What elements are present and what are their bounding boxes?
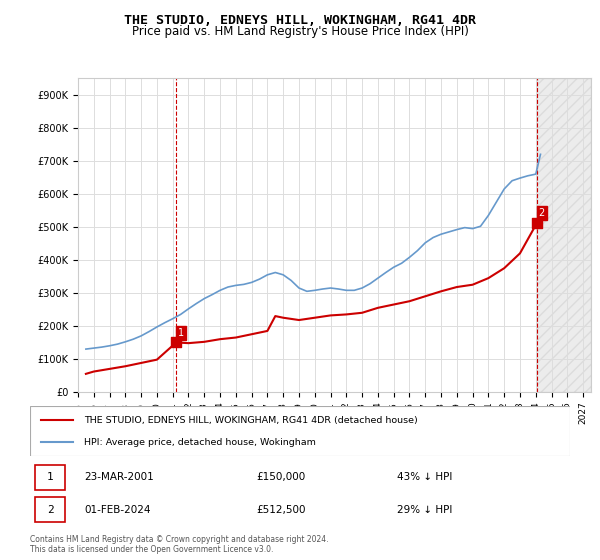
Text: THE STUDIO, EDNEYS HILL, WOKINGHAM, RG41 4DR (detached house): THE STUDIO, EDNEYS HILL, WOKINGHAM, RG41… (84, 416, 418, 424)
Text: THE STUDIO, EDNEYS HILL, WOKINGHAM, RG41 4DR: THE STUDIO, EDNEYS HILL, WOKINGHAM, RG41… (124, 14, 476, 27)
Text: 1: 1 (47, 473, 53, 483)
Text: Contains HM Land Registry data © Crown copyright and database right 2024.
This d: Contains HM Land Registry data © Crown c… (30, 535, 329, 554)
Point (172, 338, 181, 347)
Text: 43% ↓ HPI: 43% ↓ HPI (397, 473, 452, 483)
Text: 29% ↓ HPI: 29% ↓ HPI (397, 505, 452, 515)
Text: 23-MAR-2001: 23-MAR-2001 (84, 473, 154, 483)
Text: 1: 1 (178, 328, 184, 338)
Point (532, 218, 542, 227)
FancyBboxPatch shape (35, 497, 65, 522)
Text: £512,500: £512,500 (257, 505, 306, 515)
Text: Price paid vs. HM Land Registry's House Price Index (HPI): Price paid vs. HM Land Registry's House … (131, 25, 469, 38)
Text: 01-FEB-2024: 01-FEB-2024 (84, 505, 151, 515)
Text: HPI: Average price, detached house, Wokingham: HPI: Average price, detached house, Woki… (84, 438, 316, 447)
FancyBboxPatch shape (30, 406, 570, 456)
FancyBboxPatch shape (35, 465, 65, 489)
Text: 2: 2 (47, 505, 53, 515)
Text: £150,000: £150,000 (257, 473, 306, 483)
Text: 2: 2 (539, 208, 545, 218)
Bar (537, 78, 591, 392)
